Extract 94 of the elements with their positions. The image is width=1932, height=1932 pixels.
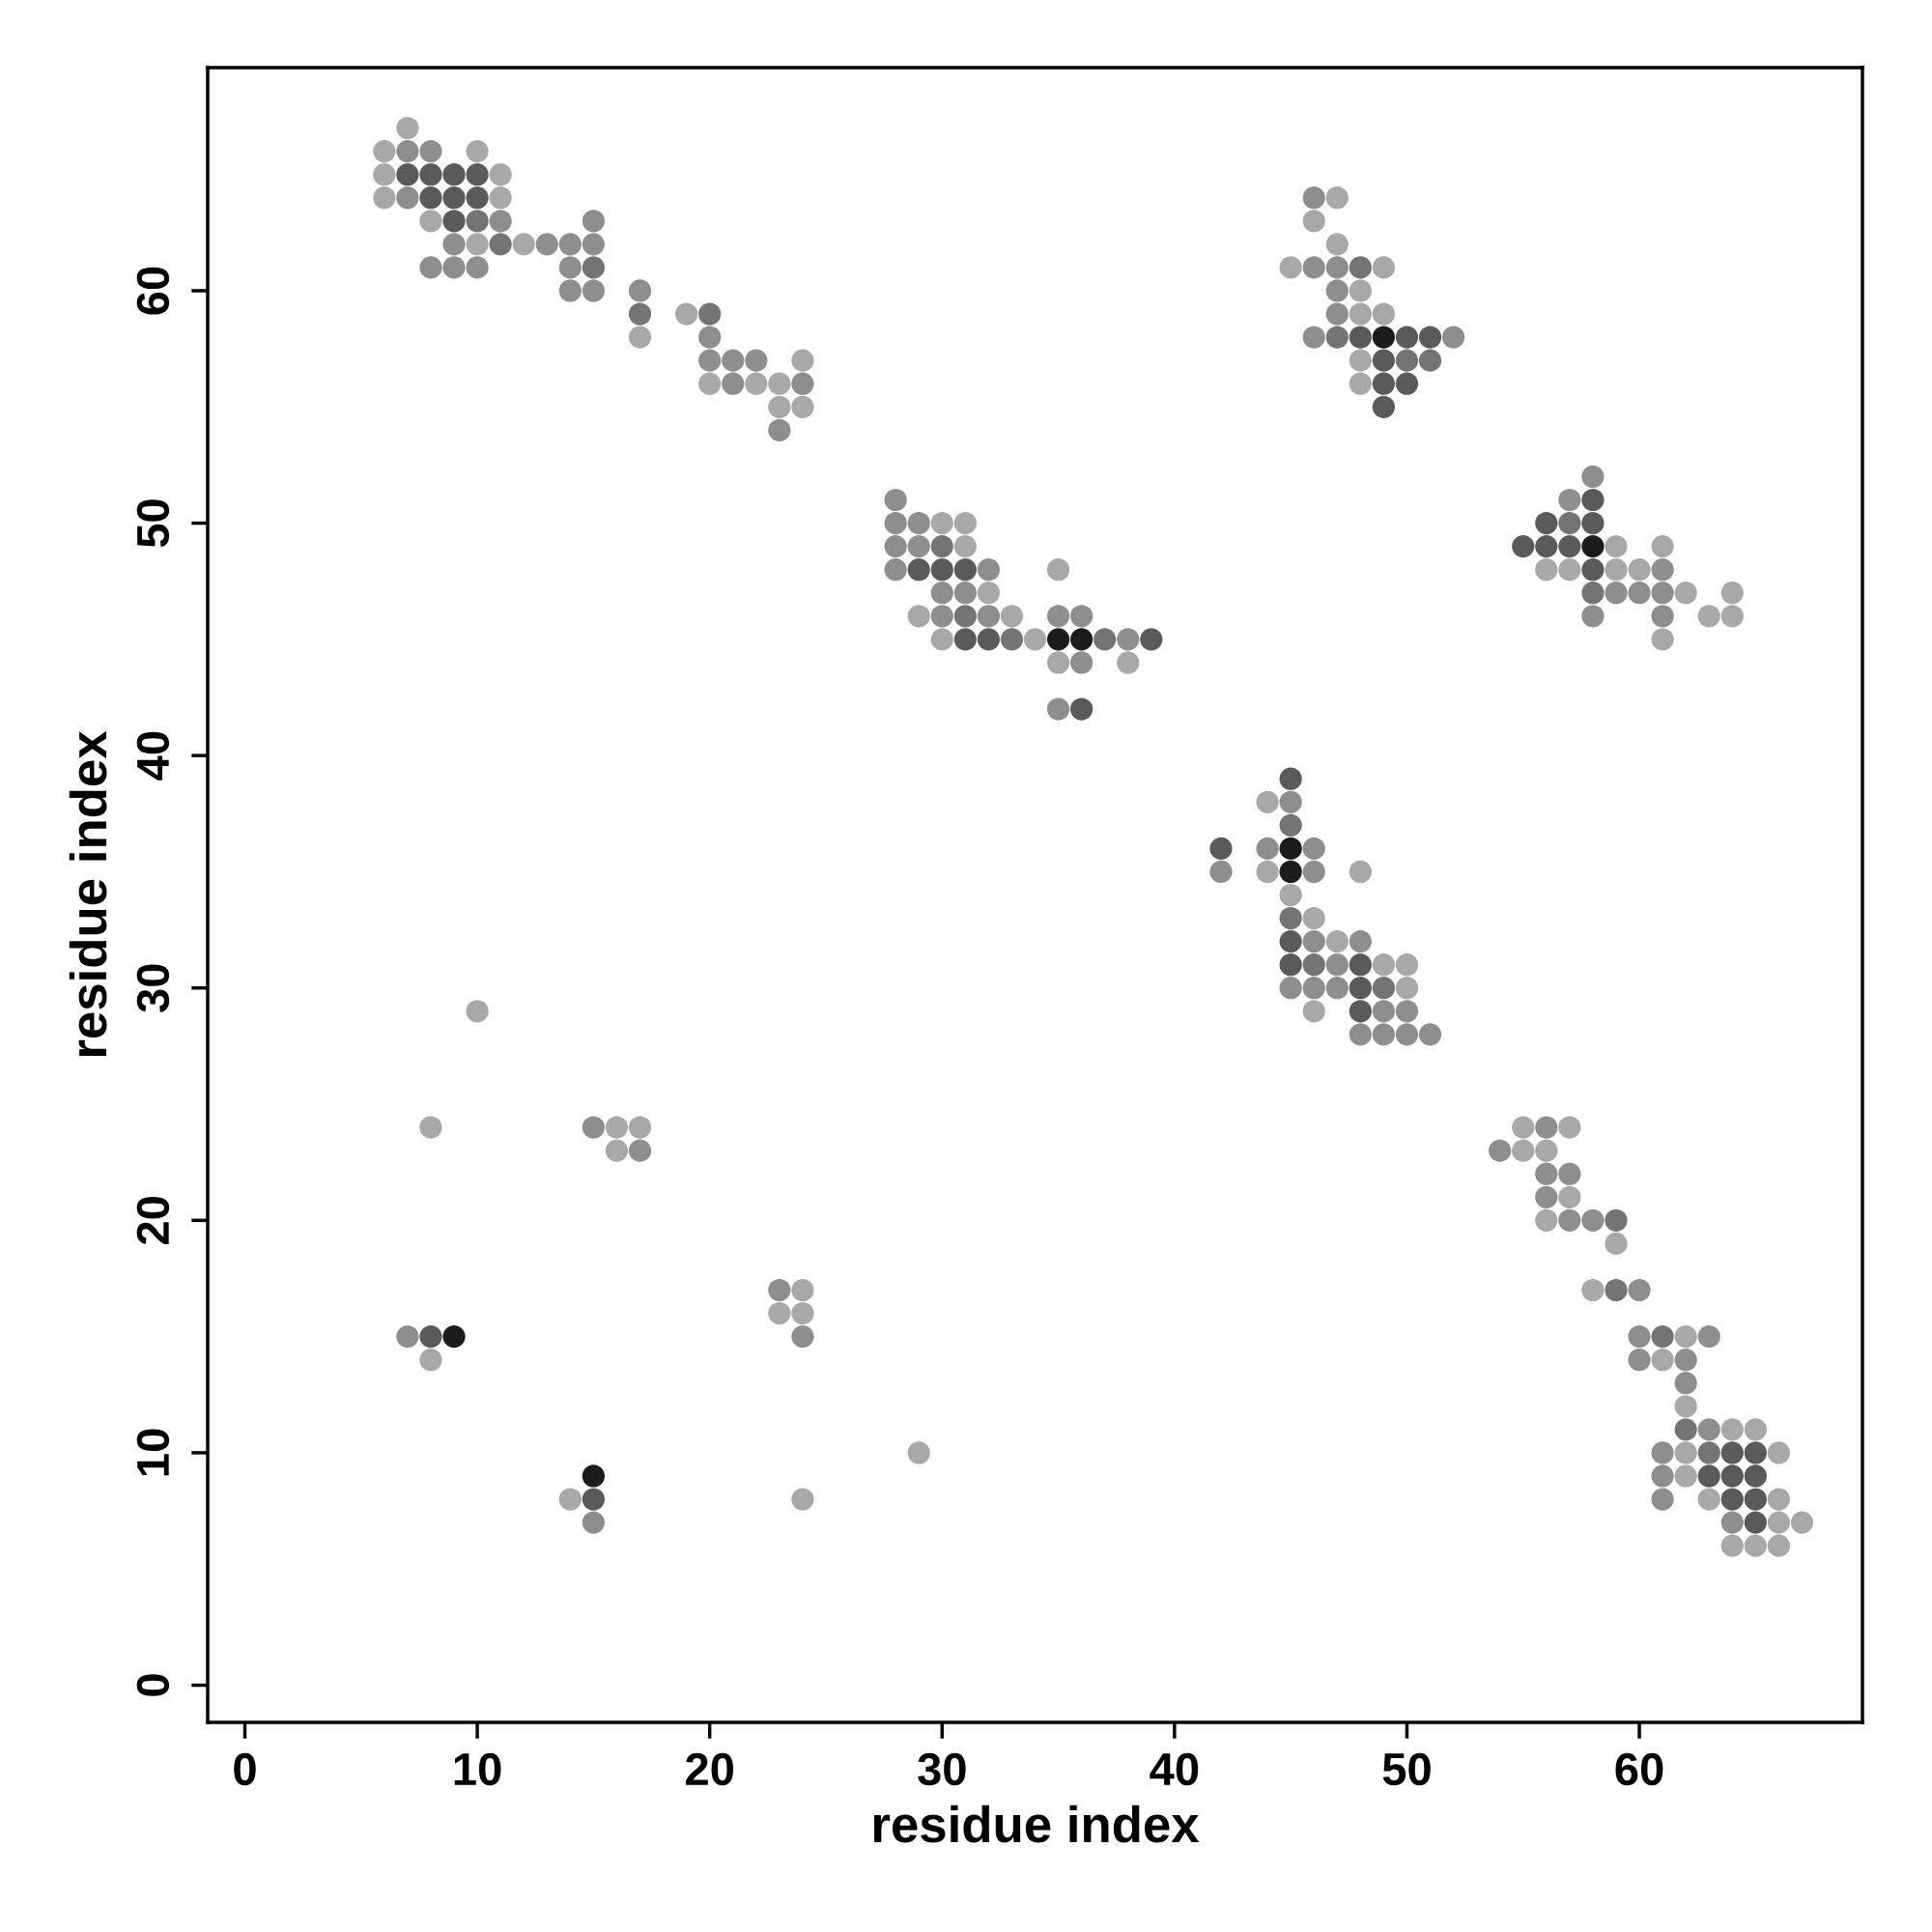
x-tick-label: 60 (1615, 1752, 1663, 1786)
point (1279, 767, 1302, 790)
point (1581, 535, 1605, 558)
point (1395, 326, 1419, 349)
x-tick-label: 30 (918, 1752, 966, 1786)
point (419, 163, 442, 186)
y-tick-label: 50 (136, 499, 170, 548)
point (1302, 953, 1325, 977)
x-tick-label: 0 (234, 1752, 256, 1786)
point (1581, 511, 1605, 535)
point (1558, 535, 1581, 558)
point (419, 186, 442, 210)
y-tick-label: 30 (136, 964, 170, 1012)
point (1697, 1441, 1720, 1464)
point (1418, 326, 1442, 349)
y-tick-label: 20 (136, 1197, 170, 1244)
point (582, 1488, 605, 1511)
point (442, 186, 466, 210)
point (1372, 977, 1396, 1000)
point (1697, 1464, 1720, 1488)
point (1209, 837, 1233, 860)
point (1535, 535, 1558, 558)
point (442, 163, 466, 186)
point (466, 163, 489, 186)
point (466, 186, 489, 210)
point (1279, 837, 1302, 860)
point (1395, 349, 1419, 372)
x-tick-label: 40 (1150, 1752, 1199, 1786)
point (1744, 1441, 1767, 1464)
point (1372, 372, 1396, 395)
point (977, 628, 1000, 651)
point (1395, 372, 1419, 395)
point (582, 1464, 605, 1488)
point (953, 605, 977, 628)
y-tick-label: 60 (136, 267, 170, 315)
point (1674, 1418, 1697, 1441)
x-axis-title: residue index (873, 1804, 1200, 1843)
point (1279, 906, 1302, 930)
point (1279, 813, 1302, 837)
point (930, 558, 953, 582)
x-tick-label: 10 (454, 1752, 501, 1786)
point (466, 210, 489, 233)
point (628, 302, 652, 326)
point (1279, 860, 1302, 884)
x-tick-label: 50 (1382, 1752, 1431, 1786)
point (489, 233, 512, 256)
point (1744, 1511, 1767, 1534)
point (698, 302, 722, 326)
point (1535, 511, 1558, 535)
point (1349, 1000, 1372, 1023)
point (1279, 953, 1302, 977)
point (1372, 349, 1396, 372)
y-axis-title: residue index (69, 730, 107, 1057)
point (419, 1325, 442, 1349)
point (1512, 535, 1535, 558)
point (1651, 1325, 1674, 1349)
point (1000, 628, 1024, 651)
point (1720, 1441, 1744, 1464)
point (1581, 558, 1605, 582)
point (1070, 628, 1094, 651)
point (1349, 953, 1372, 977)
point (1372, 395, 1396, 418)
point (953, 628, 977, 651)
point (1558, 511, 1581, 535)
point (1720, 1464, 1744, 1488)
point (1070, 697, 1094, 721)
y-tick-label: 10 (136, 1429, 170, 1476)
point (442, 1325, 466, 1349)
point (1418, 349, 1442, 372)
point (1744, 1488, 1767, 1511)
point (1140, 628, 1163, 651)
point (1605, 1208, 1628, 1232)
point (1349, 326, 1372, 349)
point (953, 558, 977, 582)
point (1581, 488, 1605, 512)
y-tick-label: 40 (136, 731, 170, 781)
point (582, 256, 605, 279)
point (1349, 256, 1372, 279)
point (1046, 628, 1070, 651)
point (1372, 326, 1396, 349)
x-tick-label: 20 (686, 1752, 733, 1786)
point (1325, 326, 1349, 349)
point (1605, 1278, 1628, 1302)
point (396, 163, 419, 186)
point (442, 210, 466, 233)
point (1744, 1464, 1767, 1488)
point (1094, 628, 1117, 651)
y-tick-label: 0 (136, 1674, 170, 1696)
point (1581, 582, 1605, 605)
point (907, 558, 930, 582)
point (930, 535, 953, 558)
point (1279, 930, 1302, 953)
point (1349, 977, 1372, 1000)
point (1720, 1488, 1744, 1511)
